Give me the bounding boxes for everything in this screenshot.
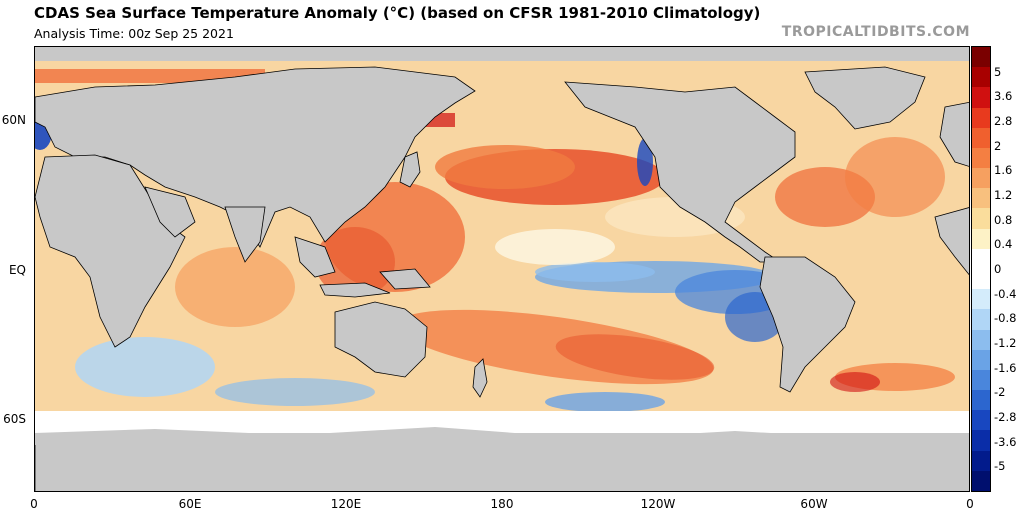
colorbar-label: -3.6 bbox=[994, 434, 1017, 449]
landmass-arabia bbox=[144, 186, 196, 238]
colorbar-segment bbox=[972, 269, 990, 290]
sst-anomaly-map bbox=[34, 46, 970, 492]
lat-label-eq: EQ bbox=[8, 263, 26, 277]
landmass-indochina bbox=[294, 236, 336, 278]
landmass-south-america bbox=[759, 256, 856, 393]
colorbar-label: 2 bbox=[994, 138, 1002, 153]
colorbar-segment bbox=[972, 390, 990, 411]
colorbar-segment bbox=[972, 309, 990, 331]
colorbar-label: 0.8 bbox=[994, 212, 1013, 227]
page-title: CDAS Sea Surface Temperature Anomaly (°C… bbox=[34, 4, 761, 22]
lon-label-0: 0 bbox=[30, 497, 38, 511]
colorbar-segment bbox=[972, 87, 990, 109]
colorbar-label: 0 bbox=[994, 262, 1002, 276]
colorbar-segment bbox=[972, 329, 990, 351]
lon-label-60w: 60W bbox=[800, 497, 828, 511]
landmass-india bbox=[224, 206, 266, 263]
colorbar-label: -5 bbox=[994, 459, 1006, 474]
colorbar-label: 0.4 bbox=[994, 237, 1013, 252]
antarctic-coast bbox=[35, 427, 969, 445]
colorbar-label: 1.2 bbox=[994, 188, 1013, 202]
landmass-north-america bbox=[564, 81, 796, 263]
colorbar-segment bbox=[972, 349, 990, 371]
colorbar-label: 1.6 bbox=[994, 163, 1013, 178]
colorbar-segment bbox=[972, 147, 990, 169]
colorbar-segment bbox=[972, 430, 990, 452]
colorbar-segment bbox=[972, 208, 990, 230]
colorbar-label: 5 bbox=[994, 64, 1002, 79]
lon-label-0-east: 0 bbox=[966, 497, 974, 511]
landmass-africa-west bbox=[934, 207, 969, 276]
colorbar-label: -2.8 bbox=[994, 410, 1017, 424]
colorbar-segment bbox=[972, 248, 990, 270]
colorbar-segment bbox=[972, 369, 990, 391]
colorbar-segment bbox=[972, 107, 990, 129]
colorbar-label: -1.2 bbox=[994, 336, 1017, 350]
colorbar-label: -2 bbox=[994, 385, 1006, 400]
site-credit: TROPICALTIDBITS.COM bbox=[781, 24, 970, 40]
colorbar-segment bbox=[972, 228, 990, 250]
sea-ice-band bbox=[35, 411, 969, 433]
landmass-new-guinea bbox=[379, 268, 431, 290]
landmass-australia bbox=[334, 301, 428, 378]
colorbar-label: -1.6 bbox=[994, 360, 1017, 375]
landmass-europe-west bbox=[939, 101, 969, 167]
colorbar-segment bbox=[972, 127, 990, 149]
anomaly-patches bbox=[35, 69, 969, 412]
colorbar-label: -0.8 bbox=[994, 311, 1017, 326]
landmass-eurasia bbox=[35, 66, 476, 248]
colorbar-label: -0.4 bbox=[994, 286, 1017, 301]
analysis-time: Analysis Time: 00z Sep 25 2021 bbox=[34, 26, 234, 41]
landmass-japan bbox=[399, 151, 421, 188]
landmass-greenland bbox=[804, 66, 926, 130]
colorbar-segment bbox=[972, 470, 990, 491]
landmass-africa bbox=[35, 154, 186, 348]
lon-label-60e: 60E bbox=[178, 497, 202, 511]
landmass-new-zealand bbox=[472, 358, 488, 398]
colorbar-segment bbox=[972, 410, 990, 431]
colorbar bbox=[971, 46, 991, 492]
lon-label-180: 180 bbox=[490, 497, 514, 511]
lat-label-60n: 60N bbox=[1, 113, 26, 127]
arctic-land bbox=[35, 47, 969, 61]
colorbar-segment bbox=[972, 67, 990, 88]
landmass-indonesia bbox=[319, 282, 391, 298]
colorbar-segment bbox=[972, 450, 990, 472]
colorbar-label: 2.8 bbox=[994, 114, 1013, 128]
colorbar-segment bbox=[972, 289, 990, 310]
colorbar-segment bbox=[972, 47, 990, 68]
lon-label-120e: 120E bbox=[330, 497, 362, 511]
lat-label-60s: 60S bbox=[3, 412, 26, 426]
map-canvas bbox=[35, 47, 969, 491]
colorbar-segment bbox=[972, 168, 990, 189]
colorbar-segment bbox=[972, 188, 990, 209]
lon-label-120w: 120W bbox=[640, 497, 676, 511]
colorbar-label: 3.6 bbox=[994, 89, 1013, 104]
